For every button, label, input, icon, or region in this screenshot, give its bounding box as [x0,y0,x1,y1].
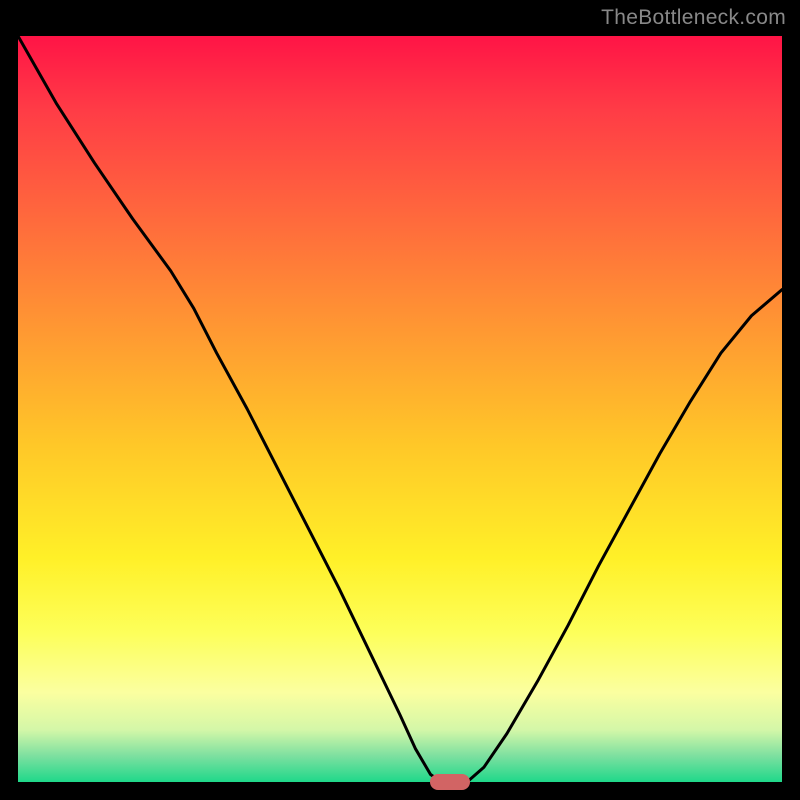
plot-area [18,36,782,782]
chart-frame: TheBottleneck.com [0,0,800,800]
watermark-text: TheBottleneck.com [601,6,786,30]
optimum-marker [430,774,470,790]
bottleneck-curve [18,36,782,782]
